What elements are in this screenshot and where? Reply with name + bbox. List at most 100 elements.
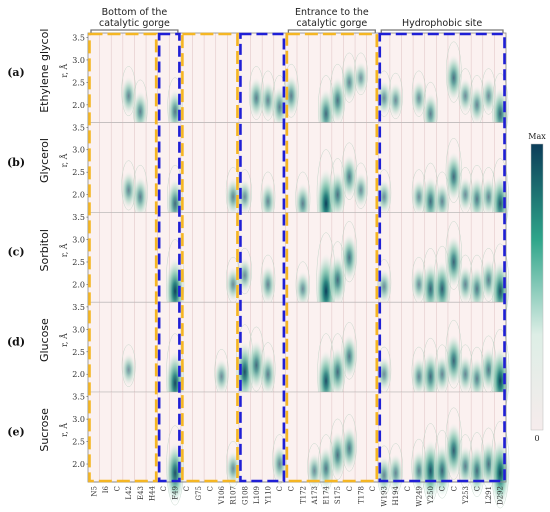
y-axis-label: r, Å bbox=[60, 243, 69, 257]
row-letter: (e) bbox=[7, 425, 24, 438]
x-tick-label: L42 bbox=[125, 486, 133, 500]
y-tick-label: 2.5 bbox=[72, 438, 85, 447]
density-blob bbox=[259, 353, 276, 395]
panel-glucose: 3.5 3.0 2.5 2.0 r, Å bbox=[60, 302, 511, 418]
row-letter: (d) bbox=[7, 336, 25, 349]
y-tick-label: 3.5 bbox=[72, 393, 85, 402]
y-tick-label: 3.5 bbox=[72, 33, 85, 42]
region-label: catalytic gorge bbox=[99, 18, 170, 29]
y-tick-label: 3.5 bbox=[72, 213, 85, 222]
row-name: Ethylene glycol bbox=[38, 29, 51, 113]
density-blob bbox=[248, 77, 265, 119]
x-tick-label: N5 bbox=[90, 486, 98, 497]
density-blob bbox=[295, 271, 311, 307]
x-tick-label: Y253 bbox=[462, 486, 470, 505]
density-blob bbox=[468, 177, 486, 222]
x-tick-label: C bbox=[288, 486, 296, 491]
y-tick-label: 2.5 bbox=[72, 78, 85, 87]
density-blob bbox=[341, 63, 358, 102]
region-box-yellow bbox=[285, 32, 379, 483]
colorbar-max-label: Max bbox=[528, 132, 546, 141]
x-tick-label: L109 bbox=[253, 486, 261, 504]
density-blob bbox=[421, 351, 440, 402]
y-axis-label: r, Å bbox=[60, 333, 69, 347]
row-name: Sucrose bbox=[38, 408, 51, 452]
y-tick-label: 2.5 bbox=[72, 168, 85, 177]
row-name: Sorbitol bbox=[38, 229, 51, 271]
x-tick-label: C bbox=[276, 486, 284, 491]
x-tick-label: C bbox=[160, 486, 168, 491]
x-tick-label: C bbox=[369, 486, 377, 491]
density-blob bbox=[434, 182, 450, 221]
x-tick-label: C bbox=[114, 486, 122, 491]
x-tick-label: T172 bbox=[299, 486, 307, 504]
density-blob bbox=[213, 358, 230, 395]
row-letter: (a) bbox=[7, 66, 25, 79]
y-tick-label: 2.0 bbox=[72, 370, 85, 379]
region-box-blue bbox=[157, 32, 181, 483]
y-tick-label: 2.0 bbox=[72, 191, 85, 200]
density-blob bbox=[341, 334, 358, 379]
y-tick-label: 3.0 bbox=[72, 325, 85, 334]
density-blob bbox=[260, 182, 276, 221]
x-tick-label: Y250 bbox=[427, 486, 435, 505]
y-tick-label: 3.5 bbox=[72, 303, 85, 312]
density-blob bbox=[329, 77, 347, 124]
x-tick-label: C bbox=[206, 486, 214, 491]
x-tick-label: E174 bbox=[323, 485, 331, 504]
row-name: Glucose bbox=[38, 318, 51, 362]
density-blob bbox=[353, 172, 369, 208]
x-tick-label: D292 bbox=[497, 486, 505, 505]
x-tick-label: F49 bbox=[172, 486, 180, 500]
x-tick-label: L291 bbox=[485, 486, 493, 504]
density-blob bbox=[445, 151, 463, 202]
y-tick-label: 3.0 bbox=[72, 56, 85, 65]
density-blob bbox=[260, 265, 276, 304]
x-tick-label: A173 bbox=[311, 486, 319, 505]
x-tick-label: C bbox=[450, 486, 458, 491]
y-tick-label: 3.0 bbox=[72, 236, 85, 245]
x-tick-label: C bbox=[183, 486, 191, 491]
x-tick-label: C bbox=[404, 486, 412, 491]
y-tick-label: 3.0 bbox=[72, 146, 85, 155]
density-blob bbox=[376, 179, 392, 215]
x-tick-label: W249 bbox=[415, 486, 423, 507]
y-tick-label: 2.5 bbox=[72, 348, 85, 357]
x-tick-label: V106 bbox=[218, 485, 226, 505]
region-box-blue bbox=[378, 32, 506, 483]
x-tick-label: R107 bbox=[230, 486, 238, 505]
x-tick-label: W193 bbox=[381, 486, 389, 507]
y-tick-label: 2.5 bbox=[72, 258, 85, 267]
x-tick-label: S175 bbox=[334, 486, 342, 504]
density-blob bbox=[411, 80, 427, 116]
x-tick-label: H194 bbox=[392, 485, 400, 505]
density-blob bbox=[457, 78, 473, 114]
x-tick-label: C bbox=[346, 486, 354, 491]
region-label: Hydrophobic site bbox=[402, 18, 482, 29]
bracket-line bbox=[380, 29, 504, 34]
density-blob bbox=[445, 54, 463, 102]
panel-ethylene-glycol: 3.5 3.0 2.5 2.0 r, Å bbox=[60, 33, 510, 142]
x-tick-label: G75 bbox=[195, 486, 203, 501]
density-blob bbox=[353, 61, 369, 95]
region-box-yellow bbox=[181, 32, 239, 483]
x-tick-label: H44 bbox=[148, 485, 156, 501]
density-blob bbox=[121, 353, 137, 386]
region-label: catalytic gorge bbox=[296, 18, 367, 29]
density-blob bbox=[341, 426, 358, 471]
density-blob bbox=[388, 82, 404, 118]
x-tick-label: Y110 bbox=[264, 486, 272, 505]
y-tick-label: 3.0 bbox=[72, 415, 85, 424]
density-blob bbox=[132, 176, 149, 218]
x-tick-label: G108 bbox=[241, 486, 249, 505]
density-blob bbox=[387, 453, 404, 493]
y-axis-label: r, Å bbox=[60, 423, 69, 437]
row-name: Glycerol bbox=[38, 138, 51, 183]
colorbar: Max 0 bbox=[528, 132, 546, 443]
density-blob bbox=[132, 91, 149, 133]
density-blob bbox=[283, 75, 300, 117]
bracket-line bbox=[287, 29, 376, 34]
